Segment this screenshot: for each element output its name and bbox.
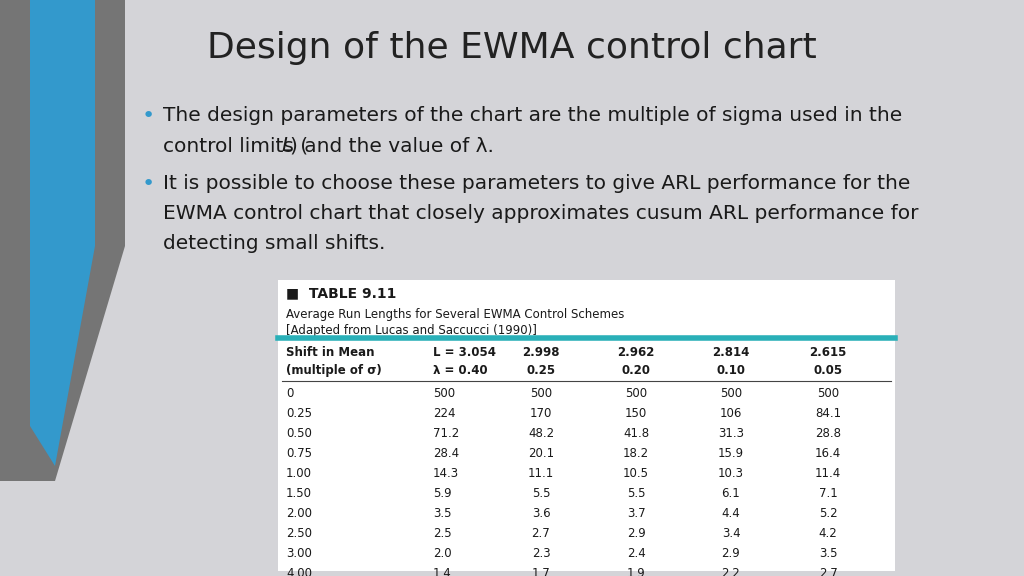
Text: 500: 500 bbox=[817, 387, 839, 400]
Text: 0.05: 0.05 bbox=[813, 364, 843, 377]
Text: 41.8: 41.8 bbox=[623, 427, 649, 440]
Text: 4.4: 4.4 bbox=[722, 507, 740, 520]
Text: 11.4: 11.4 bbox=[815, 467, 841, 480]
Text: 0.75: 0.75 bbox=[286, 447, 312, 460]
Text: 3.4: 3.4 bbox=[722, 527, 740, 540]
Text: •: • bbox=[141, 106, 155, 126]
Text: 106: 106 bbox=[720, 407, 742, 420]
Text: L: L bbox=[281, 136, 292, 155]
Text: 1.4: 1.4 bbox=[433, 567, 452, 576]
Text: 84.1: 84.1 bbox=[815, 407, 841, 420]
Text: [Adapted from Lucas and Saccucci (1990)]: [Adapted from Lucas and Saccucci (1990)] bbox=[286, 324, 537, 337]
Text: 10.3: 10.3 bbox=[718, 467, 744, 480]
Text: 6.1: 6.1 bbox=[722, 487, 740, 500]
Text: 2.7: 2.7 bbox=[818, 567, 838, 576]
Text: 500: 500 bbox=[530, 387, 552, 400]
Text: 16.4: 16.4 bbox=[815, 447, 841, 460]
Text: 3.5: 3.5 bbox=[819, 547, 838, 560]
Text: 11.1: 11.1 bbox=[528, 467, 554, 480]
Text: 2.50: 2.50 bbox=[286, 527, 312, 540]
Text: 28.4: 28.4 bbox=[433, 447, 459, 460]
Text: 3.00: 3.00 bbox=[286, 547, 312, 560]
Polygon shape bbox=[0, 0, 125, 481]
Text: 500: 500 bbox=[433, 387, 455, 400]
Text: 2.998: 2.998 bbox=[522, 346, 560, 359]
Text: 28.8: 28.8 bbox=[815, 427, 841, 440]
Text: 5.9: 5.9 bbox=[433, 487, 452, 500]
Text: 1.7: 1.7 bbox=[531, 567, 550, 576]
Bar bbox=[278, 280, 895, 571]
Text: 2.4: 2.4 bbox=[627, 547, 645, 560]
Text: 2.814: 2.814 bbox=[713, 346, 750, 359]
Text: The design parameters of the chart are the multiple of sigma used in the: The design parameters of the chart are t… bbox=[163, 106, 902, 125]
Text: 2.962: 2.962 bbox=[617, 346, 654, 359]
Text: 2.0: 2.0 bbox=[433, 547, 452, 560]
Text: 5.5: 5.5 bbox=[627, 487, 645, 500]
Text: 0.25: 0.25 bbox=[526, 364, 556, 377]
Text: 2.9: 2.9 bbox=[627, 527, 645, 540]
Text: 5.5: 5.5 bbox=[531, 487, 550, 500]
Text: 2.3: 2.3 bbox=[531, 547, 550, 560]
Text: 14.3: 14.3 bbox=[433, 467, 459, 480]
Text: ■  TABLE 9.11: ■ TABLE 9.11 bbox=[286, 286, 396, 300]
Text: 1.9: 1.9 bbox=[627, 567, 645, 576]
Text: 15.9: 15.9 bbox=[718, 447, 744, 460]
Text: 3.5: 3.5 bbox=[433, 507, 452, 520]
Text: 4.00: 4.00 bbox=[286, 567, 312, 576]
Text: 2.7: 2.7 bbox=[531, 527, 550, 540]
Text: 0.10: 0.10 bbox=[717, 364, 745, 377]
Text: 5.2: 5.2 bbox=[818, 507, 838, 520]
Polygon shape bbox=[30, 0, 95, 466]
Text: 150: 150 bbox=[625, 407, 647, 420]
Text: 2.9: 2.9 bbox=[722, 547, 740, 560]
Text: 2.00: 2.00 bbox=[286, 507, 312, 520]
Text: detecting small shifts.: detecting small shifts. bbox=[163, 234, 385, 253]
Text: Shift in Mean: Shift in Mean bbox=[286, 346, 375, 359]
Text: EWMA control chart that closely approximates cusum ARL performance for: EWMA control chart that closely approxim… bbox=[163, 204, 919, 223]
Text: 31.3: 31.3 bbox=[718, 427, 744, 440]
Text: It is possible to choose these parameters to give ARL performance for the: It is possible to choose these parameter… bbox=[163, 174, 910, 193]
Text: λ = 0.40: λ = 0.40 bbox=[433, 364, 487, 377]
Text: 500: 500 bbox=[720, 387, 742, 400]
Text: 1.50: 1.50 bbox=[286, 487, 312, 500]
Text: 2.615: 2.615 bbox=[809, 346, 847, 359]
Text: 500: 500 bbox=[625, 387, 647, 400]
Text: 71.2: 71.2 bbox=[433, 427, 459, 440]
Text: Design of the EWMA control chart: Design of the EWMA control chart bbox=[207, 31, 817, 65]
Text: 3.6: 3.6 bbox=[531, 507, 550, 520]
Text: 3.7: 3.7 bbox=[627, 507, 645, 520]
Text: 0: 0 bbox=[286, 387, 293, 400]
Text: 170: 170 bbox=[529, 407, 552, 420]
Text: 2.2: 2.2 bbox=[722, 567, 740, 576]
Text: control limits (: control limits ( bbox=[163, 136, 308, 155]
Text: 4.2: 4.2 bbox=[818, 527, 838, 540]
Text: 48.2: 48.2 bbox=[528, 427, 554, 440]
Text: Average Run Lengths for Several EWMA Control Schemes: Average Run Lengths for Several EWMA Con… bbox=[286, 308, 625, 321]
Text: 0.50: 0.50 bbox=[286, 427, 312, 440]
Text: 7.1: 7.1 bbox=[818, 487, 838, 500]
Text: 1.00: 1.00 bbox=[286, 467, 312, 480]
Text: 224: 224 bbox=[433, 407, 456, 420]
Text: L = 3.054: L = 3.054 bbox=[433, 346, 496, 359]
Text: 18.2: 18.2 bbox=[623, 447, 649, 460]
Text: 0.20: 0.20 bbox=[622, 364, 650, 377]
Text: 20.1: 20.1 bbox=[528, 447, 554, 460]
Text: 0.25: 0.25 bbox=[286, 407, 312, 420]
Text: •: • bbox=[141, 174, 155, 194]
Text: 2.5: 2.5 bbox=[433, 527, 452, 540]
Text: (multiple of σ): (multiple of σ) bbox=[286, 364, 382, 377]
Text: ) and the value of λ.: ) and the value of λ. bbox=[290, 136, 494, 155]
Text: 10.5: 10.5 bbox=[623, 467, 649, 480]
